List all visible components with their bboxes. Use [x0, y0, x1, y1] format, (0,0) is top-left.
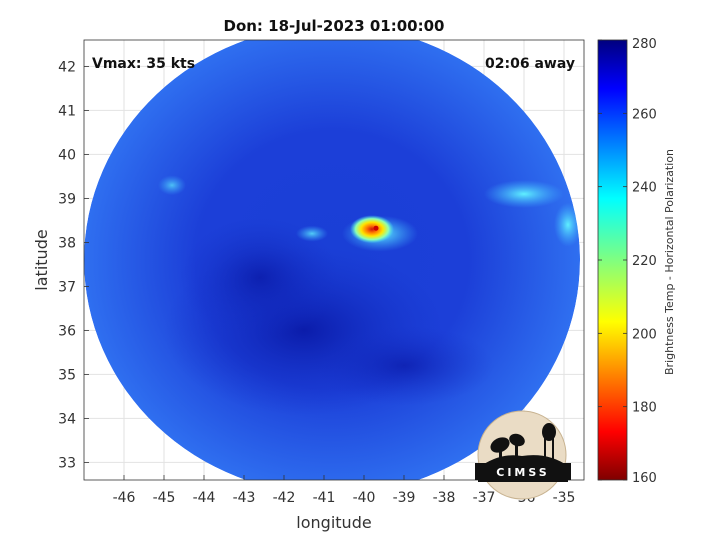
y-tick-label: 41 [58, 103, 76, 119]
y-tick-label: 40 [58, 147, 76, 163]
swath [84, 40, 580, 480]
cloud-band-ne [484, 180, 564, 208]
colorbar-tick-label: 180 [632, 401, 657, 416]
x-tick-label: -35 [553, 490, 576, 506]
axes-frame [83, 39, 585, 481]
x-tick-label: -42 [273, 490, 296, 506]
colorbar-tick-label: 280 [632, 37, 657, 52]
logo-text: CIMSS [496, 466, 549, 479]
vmax-label: Vmax: 35 kts [92, 56, 195, 72]
cimss-logo: CIMSS [475, 410, 571, 500]
x-tick-label: -43 [233, 490, 256, 506]
colorbar [597, 39, 628, 481]
y-axis-label: latitude [32, 229, 51, 290]
x-tick-label: -37 [473, 490, 496, 506]
spiral-band [314, 325, 494, 406]
x-tick-label: -38 [433, 490, 456, 506]
x-tick-label: -40 [353, 490, 376, 506]
colorbar-tick-label: 160 [632, 471, 657, 486]
x-tick-label: -41 [313, 490, 336, 506]
y-tick-label: 39 [58, 191, 76, 207]
y-tick-label: 34 [58, 411, 76, 427]
chart-title: Don: 18-Jul-2023 01:00:00 [224, 17, 445, 35]
colorbar-tick-label: 240 [632, 181, 657, 196]
x-axis-label: longitude [296, 513, 371, 532]
x-tick-label: -39 [393, 490, 416, 506]
time-away-label: 02:06 away [485, 56, 575, 72]
cloud-band-e [554, 202, 580, 247]
x-tick-label: -46 [113, 490, 136, 506]
y-tick-label: 36 [58, 323, 76, 339]
x-tick-label: -45 [153, 490, 176, 506]
y-tick-label: 42 [58, 59, 76, 75]
colorbar-tick-label: 220 [632, 254, 657, 269]
cold-core [350, 215, 394, 244]
cloud-patch-w [158, 175, 186, 196]
cloud-near-core [296, 225, 328, 242]
colorbar-ticks: 160 180 200 220 240 260 280 [598, 37, 657, 486]
cold-core-center [373, 225, 379, 231]
colorbar-tick-label: 260 [632, 107, 657, 122]
y-tick-labels: 33 34 35 36 37 38 39 40 41 42 [58, 59, 76, 471]
x-tick-label: -44 [193, 490, 216, 506]
colorbar-tick-label: 200 [632, 327, 657, 342]
y-tick-label: 38 [58, 235, 76, 251]
y-tick-label: 37 [58, 279, 76, 295]
y-tick-label: 33 [58, 455, 76, 471]
spiral-band [180, 217, 340, 338]
colorbar-label: Brightness Temp - Horizontal Polarizatio… [663, 149, 676, 375]
swath-field [84, 40, 580, 480]
y-tick-label: 35 [58, 367, 76, 383]
